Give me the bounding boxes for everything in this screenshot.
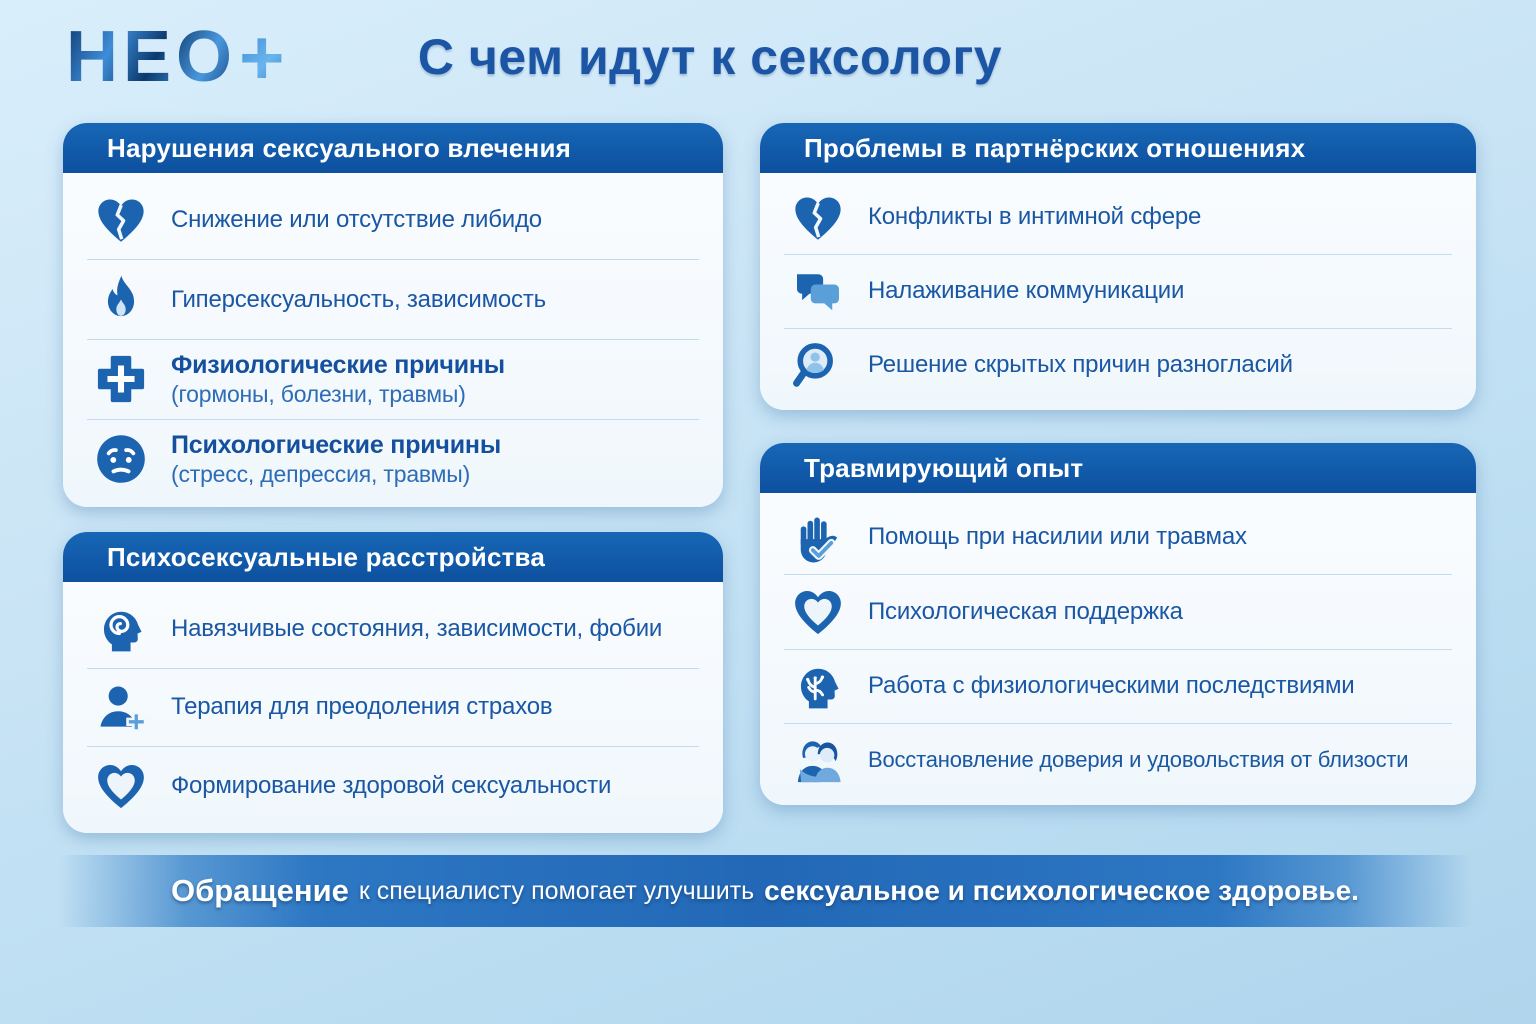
list-item: Навязчивые состояния, зависимости, фобии <box>63 595 723 663</box>
footer-banner: Обращение к специалисту помогает улучшит… <box>58 855 1472 927</box>
head-tree-icon <box>790 658 846 714</box>
list-item: Восстановление доверия и удовольствия от… <box>760 726 1476 794</box>
item-label: Психологическая поддержка <box>868 597 1183 625</box>
hand-check-icon <box>790 510 846 566</box>
list-item: Работа с физиологическими последствиями <box>760 652 1476 720</box>
item-label: Терапия для преодоления страхов <box>171 693 553 721</box>
separator <box>87 338 699 340</box>
separator <box>87 667 699 669</box>
separator <box>784 648 1452 650</box>
separator <box>87 259 699 261</box>
item-label: Навязчивые состояния, зависимости, фобии <box>171 614 663 642</box>
item-label: Решение скрытых причин разногласий <box>868 351 1293 379</box>
card-body: Помощь при насилии или травмах Психологи… <box>760 493 1476 805</box>
item-label: Конфликты в интимной сфере <box>868 203 1202 231</box>
card-title: Нарушения сексуального влечения <box>63 123 723 173</box>
item-label: Снижение или отсутствие либидо <box>171 206 542 234</box>
list-item: Решение скрытых причин разногласий <box>760 332 1476 400</box>
item-label: Помощь при насилии или травмах <box>868 523 1247 551</box>
worried-face-icon <box>93 431 149 487</box>
list-item: Терапия для преодоления страхов <box>63 673 723 741</box>
magnifier-person-icon <box>790 338 846 394</box>
list-item: Физиологические причины (гормоны, болезни… <box>63 345 723 414</box>
person-plus-icon <box>93 679 149 735</box>
separator <box>784 328 1452 329</box>
card-title: Проблемы в партнёрских отношениях <box>760 123 1476 173</box>
page-title: С чем идут к сексологу <box>417 29 1003 85</box>
separator <box>784 722 1452 724</box>
item-label: Формирование здоровой сексуальности <box>171 771 612 799</box>
list-item: Формирование здоровой сексуальности <box>63 752 723 820</box>
neo-plus-logo: НЕО + <box>66 18 290 96</box>
chat-bubbles-icon <box>790 264 846 320</box>
item-label: Налаживание коммуникации <box>868 277 1185 305</box>
broken-heart-icon <box>93 192 149 248</box>
list-item: Снижение или отсутствие либидо <box>63 186 723 254</box>
couple-icon <box>790 732 846 788</box>
card-body: Снижение или отсутствие либидо Гиперсекс… <box>63 173 723 507</box>
card-traumatic-experience: Травмирующий опыт Помощь при насилии или… <box>760 443 1476 805</box>
card-partner-relationship-problems: Проблемы в партнёрских отношениях Конфли… <box>760 123 1476 410</box>
separator <box>87 418 699 420</box>
card-body: Конфликты в интимной сфере Налаживание к… <box>760 173 1476 410</box>
list-item: Помощь при насилии или травмах <box>760 504 1476 572</box>
card-body: Навязчивые состояния, зависимости, фобии… <box>63 582 723 833</box>
logo-text: НЕО <box>66 17 238 97</box>
banner-text-emphasis: сексуальное и психологическое здоровье. <box>764 875 1359 906</box>
card-title: Психосексуальные расстройства <box>63 532 723 582</box>
heart-in-heart-icon <box>93 758 149 814</box>
list-item: Психологическая поддержка <box>760 578 1476 646</box>
head-spiral-icon <box>93 601 149 657</box>
item-label: Психологические причины <box>171 431 501 460</box>
banner-text-emphasis: Обращение <box>171 873 349 908</box>
item-label: Работа с физиологическими последствиями <box>868 671 1355 699</box>
item-label: Физиологические причины <box>171 351 505 380</box>
medical-cross-icon <box>93 351 149 407</box>
logo-plus-icon: + <box>239 13 290 101</box>
separator <box>784 574 1452 576</box>
support-heart-icon <box>790 584 846 640</box>
list-item: Гиперсексуальность, зависимость <box>63 266 723 334</box>
card-title: Травмирующий опыт <box>760 443 1476 493</box>
card-psychosexual-disorders: Психосексуальные расстройства Навязчивые… <box>63 532 723 833</box>
item-label: Гиперсексуальность, зависимость <box>171 285 546 313</box>
list-item: Налаживание коммуникации <box>760 258 1476 326</box>
item-label: Восстановление доверия и удовольствия от… <box>868 747 1409 773</box>
banner-text: к специалисту помогает улучшить <box>358 876 755 905</box>
item-sublabel: (стресс, депрессия, травмы) <box>171 460 471 487</box>
item-sublabel: (гормоны, болезни, травмы) <box>171 380 466 407</box>
separator <box>784 254 1452 255</box>
card-sexual-desire-disorders: Нарушения сексуального влечения Снижение… <box>63 123 723 507</box>
list-item: Психологические причины (стресс, депресси… <box>63 425 723 494</box>
list-item: Конфликты в интимной сфере <box>760 184 1476 252</box>
broken-heart-icon <box>790 190 846 246</box>
separator <box>87 746 699 748</box>
flame-icon <box>93 272 149 328</box>
